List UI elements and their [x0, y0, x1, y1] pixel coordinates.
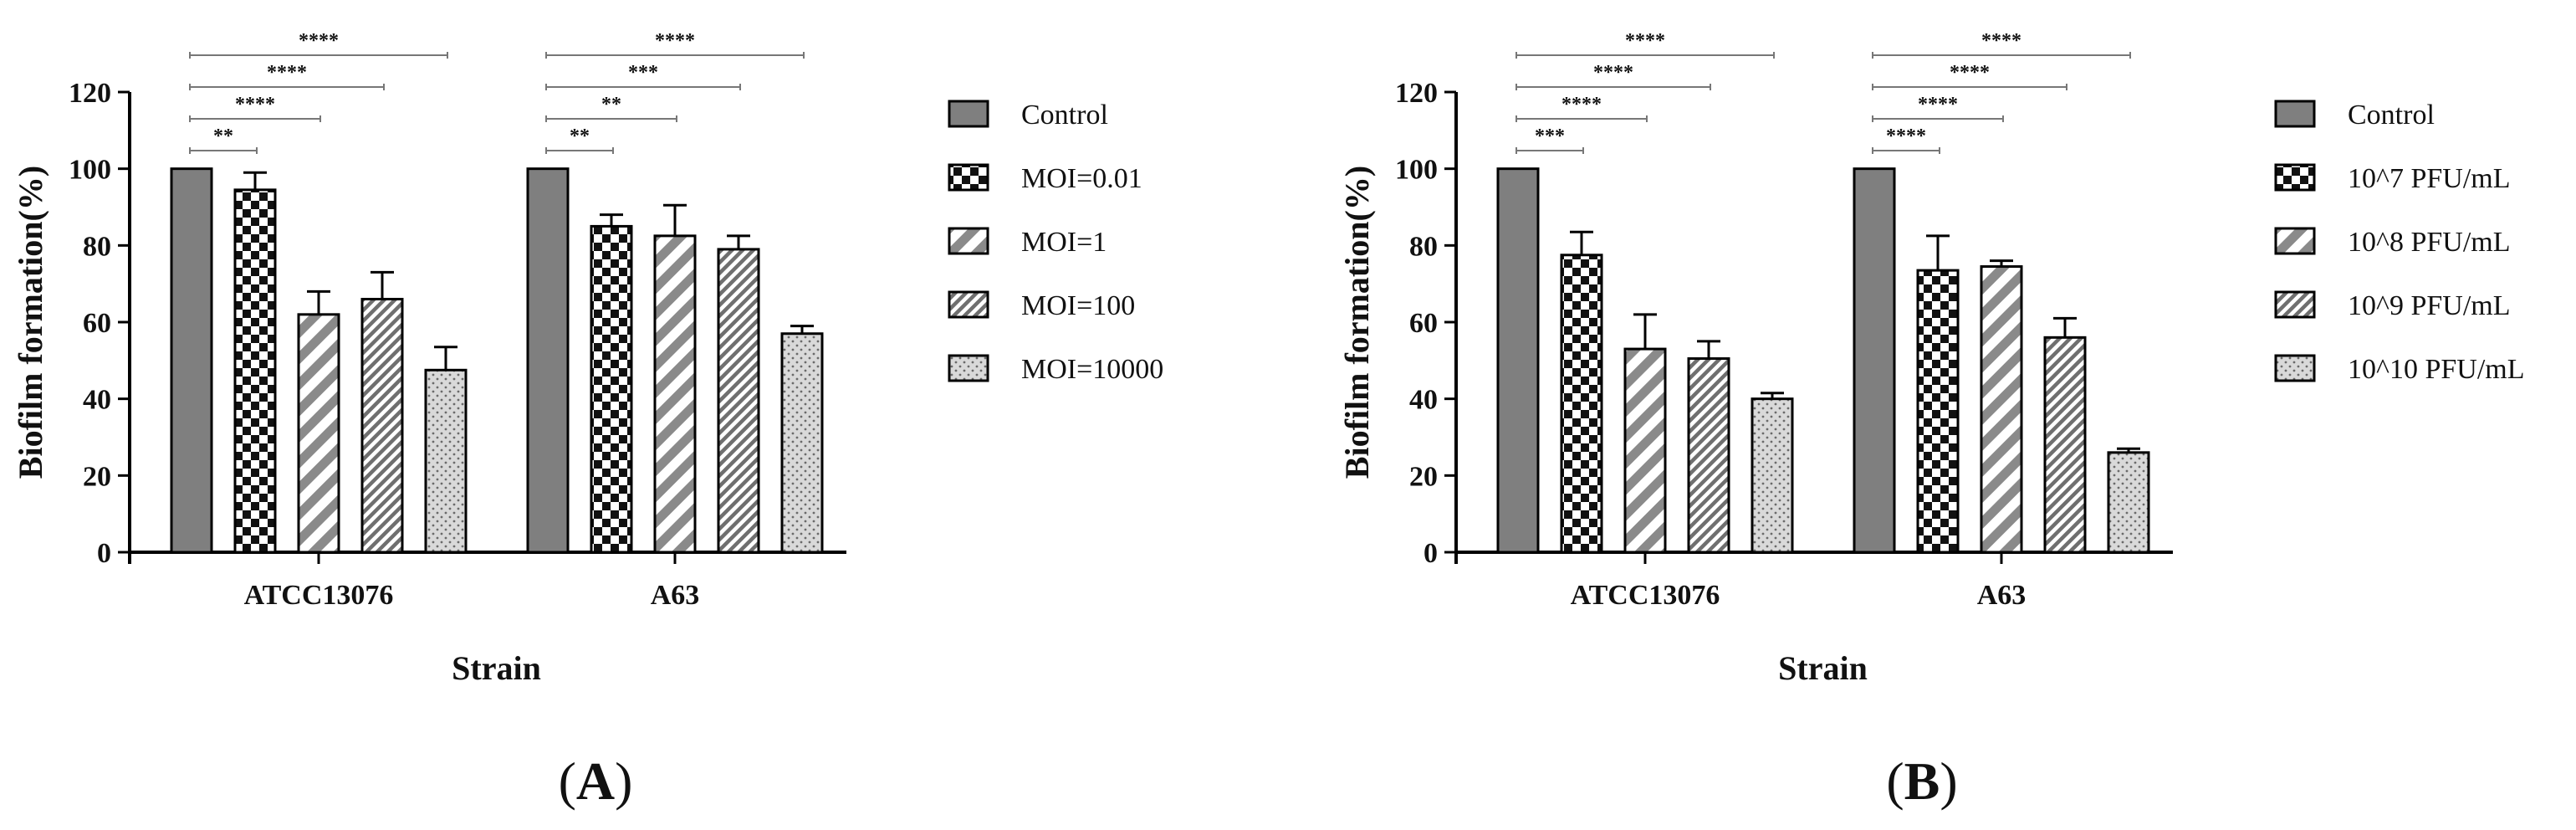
- x-axis-title: Strain: [452, 649, 541, 687]
- panel-label-letter: B: [1904, 751, 1940, 811]
- bar: [1916, 269, 1960, 554]
- chart-panel-a: 0 20 40 60 80 100 120 Biofilm formation(%) ATCC1…: [12, 30, 1163, 811]
- legend-swatch: [948, 290, 989, 319]
- significance-label: ****: [235, 94, 275, 115]
- y-tick-label: 0: [97, 538, 111, 569]
- bar: [424, 368, 468, 554]
- legend-label: 10^7 PFU/mL: [2348, 163, 2511, 194]
- legend-label: Control: [2348, 100, 2435, 131]
- significance-label: ***: [1535, 126, 1565, 147]
- chart-panel-b: 0 20 40 60 80 100 120 Biofilm formation(%) ATCC1…: [1338, 30, 2525, 811]
- bar: [590, 224, 633, 554]
- y-tick-label: 0: [1423, 538, 1438, 569]
- panel-label-letter: A: [576, 751, 615, 811]
- significance-label: ****: [655, 30, 695, 52]
- legend-label: 10^10 PFU/mL: [2348, 354, 2525, 385]
- significance-label: ****: [1981, 30, 2021, 52]
- legend-label: MOI=1: [1021, 227, 1107, 258]
- y-tick-label: 60: [1409, 308, 1438, 339]
- legend-label: Control: [1021, 100, 1108, 131]
- significance-label: **: [213, 126, 233, 147]
- y-tick-label: 20: [1409, 461, 1438, 492]
- bar: [780, 332, 824, 554]
- y-tick-label: 100: [1395, 155, 1438, 186]
- panel-label-close: ): [1940, 751, 1957, 811]
- significance-label: ****: [1950, 62, 1990, 84]
- bar: [1853, 167, 1896, 554]
- bar: [1751, 397, 1794, 554]
- bar: [526, 167, 570, 554]
- bar: [1687, 357, 1730, 554]
- significance-label: ****: [1561, 94, 1602, 115]
- y-tick-label: 20: [83, 461, 111, 492]
- legend-swatch: [2274, 290, 2316, 319]
- panel-label-close: ): [615, 751, 632, 811]
- panel-label: (A): [559, 751, 633, 811]
- bar: [233, 188, 277, 554]
- panel-label: (B): [1886, 751, 1957, 811]
- legend-label: MOI=10000: [1021, 354, 1163, 385]
- x-category-label: ATCC13076: [244, 580, 394, 611]
- significance-label: ****: [267, 62, 307, 84]
- significance-label: ****: [1593, 62, 1633, 84]
- bar: [1980, 265, 2023, 554]
- y-tick-label: 120: [69, 78, 111, 109]
- y-axis-title: Biofilm formation(%): [12, 166, 49, 479]
- x-category-label: ATCC13076: [1571, 580, 1720, 611]
- y-tick-label: 80: [83, 231, 111, 262]
- significance-label: ****: [1918, 94, 1958, 115]
- legend-swatch: [948, 227, 989, 255]
- significance-label: ****: [1625, 30, 1665, 52]
- y-tick-label: 40: [83, 385, 111, 416]
- bar: [360, 298, 404, 554]
- y-tick-label: 40: [1409, 385, 1438, 416]
- y-tick-label: 80: [1409, 231, 1438, 262]
- bar: [2043, 336, 2087, 554]
- legend-label: 10^8 PFU/mL: [2348, 227, 2511, 258]
- bar: [717, 248, 760, 554]
- y-tick-label: 60: [83, 308, 111, 339]
- significance-label: **: [570, 126, 590, 147]
- legend-swatch: [948, 100, 989, 128]
- x-axis-title: Strain: [1778, 649, 1868, 687]
- y-axis-title: Biofilm formation(%): [1338, 166, 1376, 479]
- legend-label: MOI=100: [1021, 290, 1135, 321]
- legend-swatch: [2274, 227, 2316, 255]
- significance-label: ***: [628, 62, 658, 84]
- bar: [653, 234, 697, 554]
- significance-label: **: [601, 94, 621, 115]
- significance-label: ****: [299, 30, 339, 52]
- legend-swatch: [2274, 354, 2316, 382]
- significance-label: ****: [1886, 126, 1926, 147]
- x-category-label: A63: [651, 580, 700, 611]
- legend-swatch: [2274, 100, 2316, 128]
- x-category-label: A63: [1977, 580, 2027, 611]
- legend-swatch: [948, 354, 989, 382]
- legend-label: MOI=0.01: [1021, 163, 1142, 194]
- legend-swatch: [2274, 163, 2316, 192]
- panel-label-open: (: [559, 751, 576, 811]
- bar: [1560, 254, 1603, 554]
- bar: [2107, 451, 2150, 554]
- legend-swatch: [948, 163, 989, 192]
- bar: [1496, 167, 1540, 554]
- panel-label-open: (: [1886, 751, 1904, 811]
- y-tick-label: 120: [1395, 78, 1438, 109]
- bar: [297, 313, 340, 554]
- legend-label: 10^9 PFU/mL: [2348, 290, 2511, 321]
- y-tick-label: 100: [69, 155, 111, 186]
- bar: [170, 167, 213, 554]
- bar: [1623, 347, 1667, 554]
